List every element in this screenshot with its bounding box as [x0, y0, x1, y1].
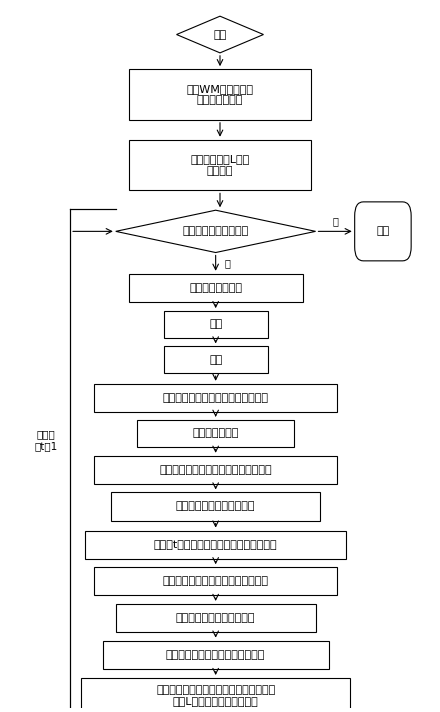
FancyBboxPatch shape [94, 456, 337, 484]
Text: 是否达到最终进化代数: 是否达到最终进化代数 [183, 226, 249, 236]
FancyBboxPatch shape [85, 530, 346, 559]
Text: 计算每个模型的适应度函数: 计算每个模型的适应度函数 [176, 613, 255, 623]
Text: 进行非支配水平排序和密集度评估: 进行非支配水平排序和密集度评估 [166, 649, 265, 660]
Text: 采用比较运算符对适应度函数进行排序，
取前L个个体作为下一代种群: 采用比较运算符对适应度函数进行排序， 取前L个个体作为下一代种群 [156, 685, 275, 706]
Polygon shape [176, 16, 264, 53]
FancyBboxPatch shape [129, 140, 311, 190]
FancyBboxPatch shape [355, 202, 411, 261]
Text: 开始: 开始 [213, 29, 227, 40]
Text: 结束: 结束 [376, 226, 389, 236]
Text: 否: 否 [224, 258, 230, 268]
FancyBboxPatch shape [164, 346, 268, 373]
Text: 计算适应度函数: 计算适应度函数 [192, 428, 239, 438]
Text: 染色体反编码为对应的模糊回归模型: 染色体反编码为对应的模糊回归模型 [163, 393, 269, 403]
Text: 是: 是 [332, 216, 338, 226]
FancyBboxPatch shape [116, 604, 315, 632]
Text: 二进制锦标赛选择: 二进制锦标赛选择 [189, 283, 242, 293]
Text: 变异: 变异 [209, 355, 222, 365]
FancyBboxPatch shape [129, 69, 311, 120]
FancyBboxPatch shape [129, 273, 303, 302]
FancyBboxPatch shape [103, 641, 329, 669]
Text: 迭代次
数t加1: 迭代次 数t加1 [35, 429, 58, 451]
Text: 生成个体数为L的初
始代种群: 生成个体数为L的初 始代种群 [191, 155, 249, 176]
Text: 混合第t代种群和遗传操作生成的子代种群: 混合第t代种群和遗传操作生成的子代种群 [154, 540, 278, 550]
FancyBboxPatch shape [137, 420, 294, 446]
FancyBboxPatch shape [164, 311, 268, 338]
FancyBboxPatch shape [94, 567, 337, 595]
Text: 遗传操作完成得到子代种群: 遗传操作完成得到子代种群 [176, 501, 255, 511]
FancyBboxPatch shape [94, 384, 337, 412]
Text: 交叉: 交叉 [209, 320, 222, 330]
Polygon shape [116, 210, 315, 253]
Text: 利用WM算法产生初
始模糊回归模型: 利用WM算法产生初 始模糊回归模型 [187, 84, 253, 105]
FancyBboxPatch shape [81, 678, 350, 712]
FancyBboxPatch shape [111, 493, 320, 520]
Text: 染色体反编码为对应的模糊回归模型: 染色体反编码为对应的模糊回归模型 [163, 576, 269, 586]
Text: 留下准确性最高的两条染色体作为子代: 留下准确性最高的两条染色体作为子代 [159, 465, 272, 475]
